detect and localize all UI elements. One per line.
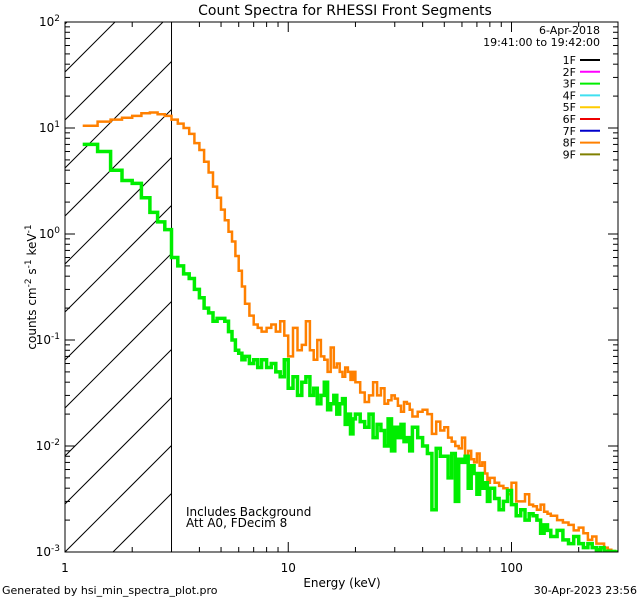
legend-label-3f: 3F — [563, 78, 576, 91]
y-tick-label: 10-2 — [36, 438, 60, 453]
y-tick-label: 101 — [39, 120, 60, 135]
legend-label-4f: 4F — [563, 89, 576, 102]
legend-label-6f: 6F — [563, 113, 576, 126]
annotation-background: Includes Background — [186, 505, 311, 519]
hatch-line — [65, 157, 172, 265]
legend-label-2f: 2F — [563, 66, 576, 79]
hatch-line — [65, 349, 172, 457]
legend-date: 6-Apr-2018 — [539, 24, 600, 37]
plot-frame — [64, 21, 619, 553]
y-tick-label: 10-3 — [36, 544, 60, 559]
hatch-line — [65, 301, 172, 409]
legend-label-9f: 9F — [563, 148, 576, 161]
hatch-line — [65, 109, 172, 217]
annotation-attenuator: Att A0, FDecim 8 — [186, 516, 287, 530]
y-label-mid1: s — [25, 268, 39, 278]
x-tick-label: 10 — [281, 561, 296, 575]
x-axis: 1 10 100 — [61, 22, 619, 575]
y-tick-label: 10-1 — [36, 332, 60, 347]
hatch-line — [65, 445, 172, 552]
legend-time-range: 19:41:00 to 19:42:00 — [483, 36, 600, 49]
series-8f-line — [82, 111, 618, 552]
series-3f-line — [82, 142, 618, 552]
x-tick-label: 1 — [61, 561, 69, 575]
hatch-line — [65, 253, 172, 361]
chart-title: Count Spectra for RHESSI Front Segments — [198, 3, 492, 19]
hatched-region — [65, 22, 173, 552]
hatch-line — [65, 397, 172, 505]
x-axis-label: Energy (keV) — [303, 576, 380, 590]
hatch-line — [65, 22, 116, 73]
annotations: Includes Background Att A0, FDecim 8 — [186, 505, 311, 530]
y-tick-label: 102 — [39, 14, 60, 29]
legend: 6-Apr-2018 19:41:00 to 19:42:00 1F2F3F4F… — [483, 24, 600, 161]
y-tick-label: 100 — [39, 226, 60, 241]
hatch-line — [65, 61, 172, 169]
y-label-mid2: keV — [25, 233, 39, 260]
legend-label-7f: 7F — [563, 125, 576, 138]
legend-label-1f: 1F — [563, 54, 576, 67]
y-label-exp2: -1 — [24, 259, 34, 268]
y-axis-label: counts cm-2 s-1 keV-1 — [24, 224, 39, 349]
legend-label-8f: 8F — [563, 137, 576, 150]
y-label-base: counts cm — [25, 287, 39, 349]
legend-label-5f: 5F — [563, 101, 576, 114]
hatch-line — [65, 205, 172, 313]
y-label-exp1: -2 — [24, 278, 34, 287]
hatch-line — [112, 493, 172, 552]
footer-timestamp: 30-Apr-2023 23:56 — [534, 584, 637, 597]
y-axis: 10-3 10-2 10-1 100 101 102 — [36, 14, 618, 559]
y-label-exp3: -1 — [24, 224, 34, 233]
footer-generated-by: Generated by hsi_min_spectra_plot.pro — [2, 584, 218, 597]
hatch-line — [65, 22, 164, 121]
hatch-line — [65, 22, 68, 25]
x-tick-label: 100 — [500, 561, 523, 575]
